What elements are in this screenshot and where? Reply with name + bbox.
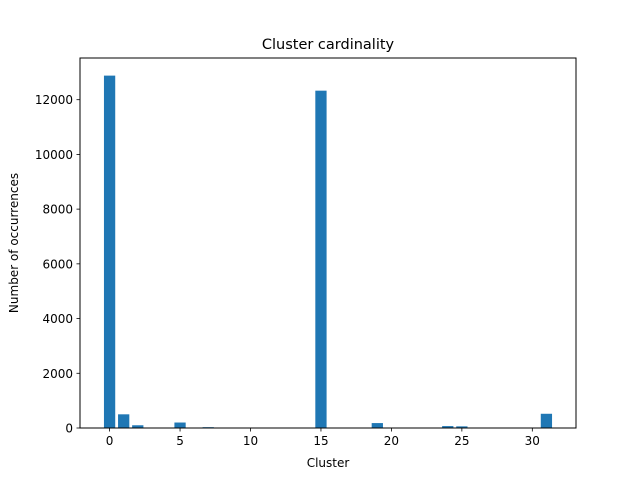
- chart-title: Cluster cardinality: [262, 37, 395, 53]
- y-tick-label: 0: [65, 422, 73, 436]
- x-axis: 0 5 10 15 20 25 30: [106, 428, 540, 448]
- bar-cluster-2: [132, 425, 144, 428]
- y-tick-label: 10000: [35, 148, 73, 162]
- bar-cluster-19: [371, 423, 383, 428]
- bars-group: [103, 75, 553, 428]
- plot-frame: [79, 57, 577, 429]
- bar-cluster-15: [315, 90, 327, 428]
- y-tick-label: 6000: [42, 257, 73, 271]
- x-tick-label: 0: [106, 434, 114, 448]
- bar-cluster-25: [456, 426, 468, 428]
- bar-cluster-24: [442, 426, 454, 428]
- y-axis-label: Number of occurrences: [7, 173, 21, 313]
- x-axis-label: Cluster: [307, 456, 350, 470]
- y-tick-label: 2000: [42, 367, 73, 381]
- y-tick-label: 8000: [42, 203, 73, 217]
- x-tick-label: 30: [525, 434, 540, 448]
- y-tick-label: 12000: [35, 93, 73, 107]
- bar-cluster-31: [540, 413, 553, 428]
- y-tick-label: 4000: [42, 312, 73, 326]
- x-tick-label: 20: [384, 434, 399, 448]
- bar-cluster-1: [118, 414, 130, 428]
- x-tick-label: 5: [176, 434, 184, 448]
- x-tick-label: 15: [313, 434, 328, 448]
- x-tick-label: 10: [243, 434, 258, 448]
- bar-cluster-5: [174, 422, 186, 428]
- bar-cluster-0: [103, 75, 116, 428]
- y-axis: 0 2000 4000 6000 8000 10000 12000: [35, 93, 80, 436]
- x-tick-label: 25: [454, 434, 469, 448]
